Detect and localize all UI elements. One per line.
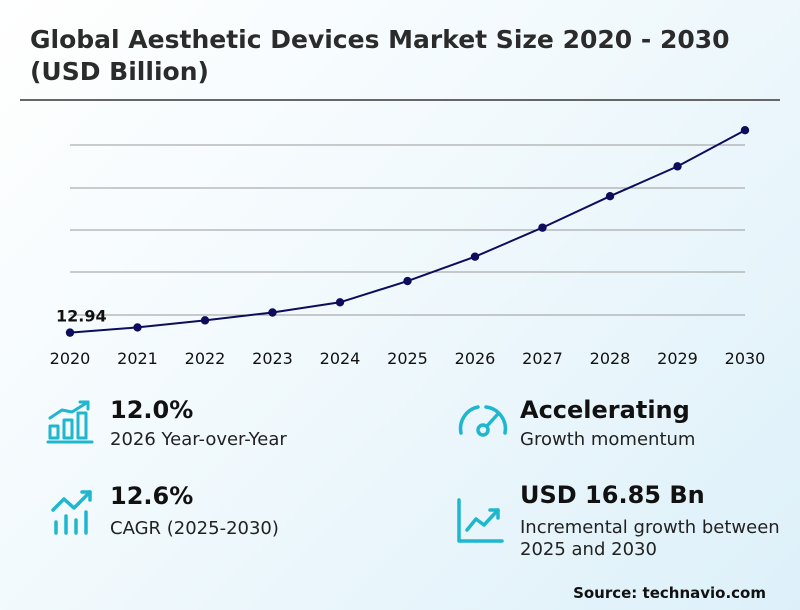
x-tick-2029: 2029: [657, 349, 698, 368]
data-point-2024: [335, 298, 345, 307]
source-credit: Source: technavio.com: [573, 584, 766, 602]
trend-bars-icon: [51, 490, 92, 535]
series-line: [69, 129, 746, 334]
data-point-2023: [268, 308, 277, 317]
incremental-growth-label: Incremental growth between 2025 and 2030: [520, 517, 780, 560]
chart-title: Global Aesthetic Devices Market Size 202…: [30, 25, 730, 86]
line-chart-up-icon: [457, 498, 504, 543]
x-tick-2027: 2027: [522, 349, 563, 368]
data-point-2028: [605, 192, 615, 201]
data-label-2020: 12.94: [56, 307, 107, 326]
yoy-value: 12.0%: [110, 396, 194, 424]
data-point-2025: [403, 276, 412, 286]
momentum-value: Accelerating: [520, 396, 690, 424]
data-point-2021: [133, 323, 142, 332]
x-tick-2020: 2020: [50, 349, 91, 368]
data-point-2020: [65, 328, 75, 337]
data-point-2027: [538, 223, 547, 232]
x-tick-2023: 2023: [252, 349, 293, 368]
x-tick-2025: 2025: [387, 349, 428, 368]
data-point-2029: [673, 162, 682, 171]
bar-chart-growth-icon: [46, 400, 94, 444]
x-tick-2026: 2026: [455, 349, 496, 368]
title-divider: [20, 99, 780, 101]
yoy-label: 2026 Year-over-Year: [110, 429, 287, 450]
x-tick-2028: 2028: [590, 349, 631, 368]
cagr-value: 12.6%: [110, 482, 194, 510]
x-tick-2021: 2021: [117, 349, 158, 368]
line-chart: 12.94 2020 2021 2022 2023 2024 2025 2026 2027 20…: [50, 126, 766, 368]
incremental-growth-value: USD 16.85 Bn: [520, 481, 705, 509]
data-point-2022: [200, 316, 210, 325]
x-tick-2022: 2022: [185, 349, 226, 368]
data-point-2030: [740, 126, 750, 135]
data-point-2026: [470, 252, 480, 261]
x-tick-2030: 2030: [725, 349, 766, 368]
momentum-label: Growth momentum: [520, 429, 696, 450]
cagr-label: CAGR (2025-2030): [110, 518, 279, 539]
gauge-icon: [458, 405, 508, 437]
x-tick-2024: 2024: [320, 349, 361, 368]
